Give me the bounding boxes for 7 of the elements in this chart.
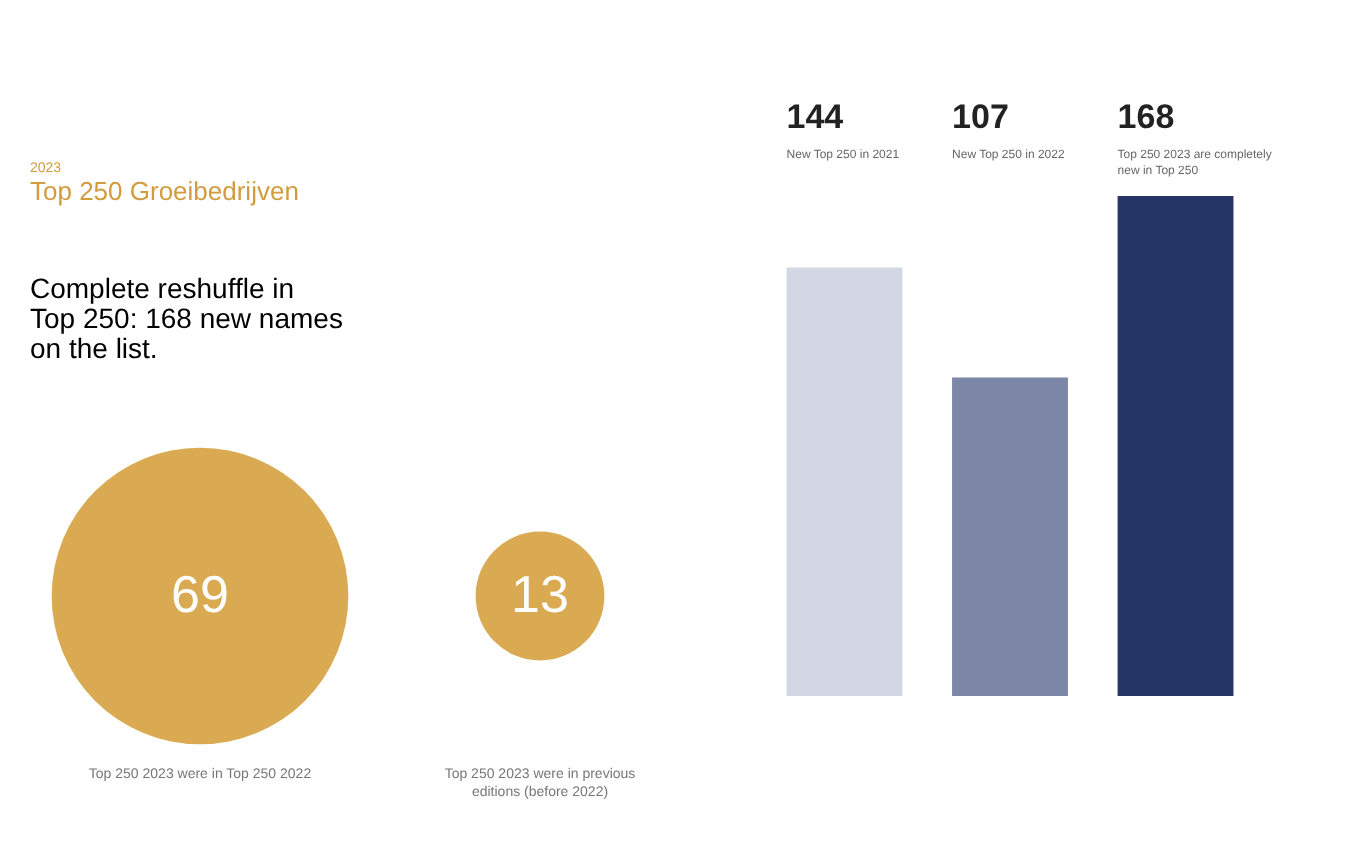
data-label: 69 [171,564,229,624]
text: Complete reshuffle in Top 250: 168 new names on the list. [30,272,343,364]
text: Top 250 Groeibedrijven [30,176,299,206]
data-label: 168 [1117,98,1175,136]
data-label: 13 [511,564,569,624]
data-label: 144 [786,98,845,136]
data-label: 107 [952,98,1009,136]
